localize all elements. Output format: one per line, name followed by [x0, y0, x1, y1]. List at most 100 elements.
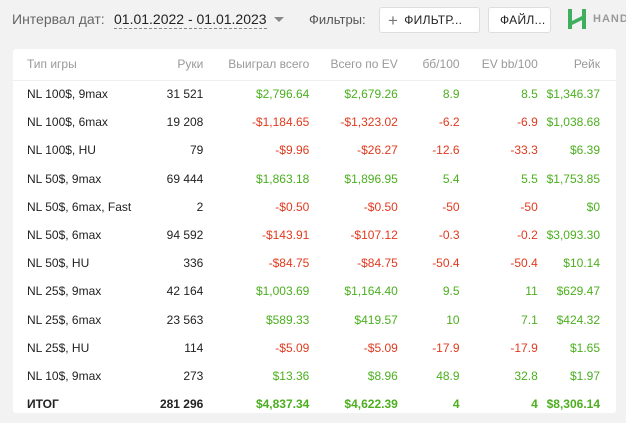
table-row[interactable]: NL 100$, 6max 19 208 -$1,184.65 -$1,323.02 -…	[13, 108, 616, 136]
column-header-game-type[interactable]: Тип игры	[13, 49, 143, 81]
logo-text: HAND	[593, 13, 626, 25]
files-button[interactable]: ФАЙЛ...	[488, 7, 551, 33]
column-header-won-total[interactable]: Выиграл всего	[203, 49, 310, 81]
cell-hands: 19 208	[166, 115, 204, 130]
cell-game-type: NL 50$, HU	[27, 256, 90, 271]
cell-won-total: $13.36	[272, 368, 310, 383]
table-row[interactable]: NL 100$, 9max 31 521 $2,796.64 $2,679.26 8.9…	[13, 80, 616, 108]
cell-hands: 281 296	[159, 396, 204, 411]
cell-bb100: 9.5	[442, 284, 460, 299]
date-range-label: Интервал дат:	[12, 11, 105, 27]
cell-rake: $1.97	[569, 368, 600, 383]
cell-game-type: NL 25$, HU	[27, 340, 90, 355]
cell-ev-bb100: 8.5	[521, 87, 538, 102]
cell-won-total: -$9.96	[275, 143, 310, 158]
cell-rake: $1,346.37	[546, 87, 600, 102]
add-filter-button[interactable]: + ФИЛЬТР...	[379, 7, 480, 33]
table-row[interactable]: NL 50$, 9max 69 444 $1,863.18 $1,896.95 5.4 5…	[13, 165, 616, 193]
hand2note-logo-icon	[568, 9, 586, 29]
table-row[interactable]: NL 50$, HU 336 -$84.75 -$84.75 -50.4 -50.4 $10…	[13, 249, 616, 277]
cell-game-type: NL 50$, 6max, Fast	[27, 199, 132, 214]
cell-hands: 273	[183, 368, 204, 383]
cell-hands: 31 521	[166, 87, 204, 102]
date-range-picker[interactable]: 01.01.2022 - 01.01.2023	[114, 11, 267, 29]
cell-ev-bb100: -6.9	[517, 115, 538, 130]
cell-ev-total: $8.96	[367, 368, 398, 383]
table-row[interactable]: NL 50$, 6max 94 592 -$143.91 -$107.12 -0.3 -0…	[13, 221, 616, 249]
cell-bb100: 48.9	[436, 368, 460, 383]
cell-game-type: NL 100$, 9max	[27, 87, 108, 102]
cell-hands: 94 592	[166, 228, 204, 243]
cell-rake: $0	[586, 199, 600, 214]
cell-ev-bb100: 11	[525, 284, 538, 299]
cell-hands: 114	[184, 340, 204, 355]
cell-ev-total: -$84.75	[357, 256, 398, 271]
column-header-bb100[interactable]: бб/100	[397, 49, 460, 81]
cell-won-total: $2,796.64	[255, 87, 310, 102]
cell-ev-bb100: -50.4	[510, 256, 538, 271]
cell-rake: $6.39	[569, 143, 600, 158]
cell-ev-bb100: -0.2	[517, 228, 538, 243]
table-row[interactable]: NL 10$, 9max 273 $13.36 $8.96 48.9 32.8 $1.97	[13, 362, 616, 390]
cell-ev-total: $1,896.95	[344, 171, 398, 186]
cell-rake: $1,753.85	[546, 171, 600, 186]
cell-hands: 42 164	[166, 284, 204, 299]
cell-game-type: NL 50$, 9max	[27, 171, 102, 186]
cell-ev-total: $4,622.39	[344, 396, 398, 411]
table-row[interactable]: NL 50$, 6max, Fast 2 -$0.50 -$0.50 -50 -50 $0	[13, 193, 616, 221]
cell-game-type: NL 25$, 9max	[27, 284, 102, 299]
cell-ev-bb100: -33.3	[510, 143, 538, 158]
chevron-down-icon[interactable]	[274, 17, 284, 22]
cell-ev-total: -$107.12	[350, 228, 398, 243]
cell-ev-bb100: 32.8	[514, 368, 538, 383]
cell-bb100: 8.9	[442, 87, 460, 102]
column-header-hands[interactable]: Руки	[142, 49, 204, 81]
results-table: Тип игры Руки Выиграл всего Всего по EV …	[13, 49, 616, 417]
cell-hands: 23 563	[166, 312, 204, 327]
cell-ev-total: -$1,323.02	[340, 115, 398, 130]
files-button-label: ФАЙЛ...	[500, 13, 546, 27]
cell-ev-bb100: 5.5	[521, 171, 538, 186]
cell-won-total: $4,837.34	[255, 396, 310, 411]
cell-ev-total: -$5.09	[363, 340, 398, 355]
table-header-row: Тип игры Руки Выиграл всего Всего по EV …	[13, 49, 616, 81]
cell-hands: 336	[183, 256, 204, 271]
table-row[interactable]: NL 25$, HU 114 -$5.09 -$5.09 -17.9 -17.9 $1.65	[13, 334, 616, 362]
cell-rake: $3,093.30	[546, 228, 600, 243]
cell-rake: $629.47	[556, 284, 600, 299]
cell-rake: $8,306.14	[546, 396, 600, 411]
cell-game-type: NL 50$, 6max	[27, 228, 102, 243]
cell-bb100: -0.3	[438, 228, 460, 243]
table-row[interactable]: NL 25$, 6max 23 563 $589.33 $419.57 10 7.1 $42…	[13, 306, 616, 334]
table-row[interactable]: NL 25$, 9max 42 164 $1,003.69 $1,164.40 9.5 1…	[13, 277, 616, 305]
cell-won-total: -$1,184.65	[251, 115, 310, 130]
cell-game-type: NL 100$, 6max	[27, 115, 108, 130]
cell-rake: $1,038.68	[546, 115, 600, 130]
cell-won-total: -$5.09	[275, 340, 310, 355]
cell-won-total: $1,863.18	[255, 171, 310, 186]
logo: HAND	[567, 8, 626, 30]
cell-bb100: -50.4	[432, 256, 460, 271]
cell-game-type: NL 25$, 6max	[27, 312, 102, 327]
filters-label: Фильтры:	[309, 12, 366, 27]
column-header-ev-total[interactable]: Всего по EV	[309, 49, 398, 81]
cell-won-total: -$0.50	[275, 199, 310, 214]
cell-rake: $424.32	[556, 312, 600, 327]
toolbar: Интервал дат: 01.01.2022 - 01.01.2023 Фи…	[0, 0, 626, 40]
cell-ev-total: -$0.50	[363, 199, 398, 214]
cell-bb100: -50	[442, 199, 460, 214]
table-total-row[interactable]: ИТОГ 281 296 $4,837.34 $4,622.39 4 4 $8,306.14	[13, 390, 616, 417]
column-header-rake[interactable]: Рейк	[537, 49, 616, 81]
cell-bb100: 4	[452, 396, 460, 411]
cell-game-type: NL 10$, 9max	[27, 368, 102, 383]
plus-icon: +	[388, 10, 399, 30]
cell-bb100: 5.4	[442, 171, 460, 186]
cell-ev-bb100: 7.1	[521, 312, 538, 327]
cell-bb100: 10	[446, 312, 460, 327]
column-header-ev-bb100[interactable]: EV bb/100	[459, 49, 538, 81]
cell-won-total: -$143.91	[261, 228, 310, 243]
cell-ev-total: -$26.27	[357, 143, 398, 158]
cell-hands: 2	[196, 199, 204, 214]
table-row[interactable]: NL 100$, HU 79 -$9.96 -$26.27 -12.6 -33.3 $6.3…	[13, 136, 616, 164]
cell-hands: 69 444	[166, 171, 204, 186]
